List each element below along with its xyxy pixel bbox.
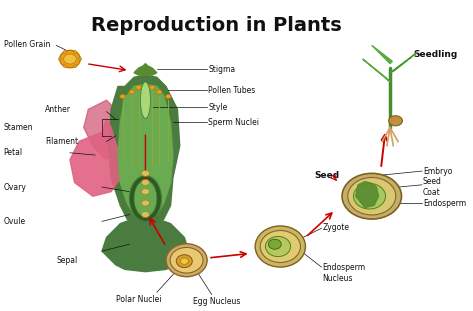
Text: Seed: Seed — [315, 171, 340, 180]
Polygon shape — [109, 75, 180, 228]
Polygon shape — [118, 84, 173, 217]
Text: Zygote: Zygote — [323, 223, 350, 232]
Polygon shape — [134, 64, 157, 75]
Text: Egg Nucleus: Egg Nucleus — [193, 297, 240, 306]
Text: Polar Nuclei: Polar Nuclei — [116, 295, 161, 304]
Ellipse shape — [60, 50, 80, 68]
Ellipse shape — [58, 58, 61, 60]
Text: Ovule: Ovule — [4, 217, 26, 226]
Text: Stigma: Stigma — [208, 65, 235, 74]
Ellipse shape — [136, 85, 141, 90]
Ellipse shape — [63, 54, 76, 64]
Ellipse shape — [129, 90, 134, 94]
Ellipse shape — [63, 51, 67, 53]
Ellipse shape — [130, 176, 161, 221]
Ellipse shape — [73, 65, 77, 67]
Ellipse shape — [166, 244, 207, 277]
Ellipse shape — [73, 51, 77, 53]
Text: Pollen Tubes: Pollen Tubes — [208, 86, 255, 95]
Text: Filament: Filament — [45, 137, 78, 146]
Polygon shape — [356, 182, 378, 208]
Text: Seed
Coat: Seed Coat — [423, 177, 442, 197]
Ellipse shape — [342, 173, 402, 219]
Ellipse shape — [180, 258, 188, 264]
Ellipse shape — [157, 90, 162, 94]
Ellipse shape — [120, 95, 125, 99]
Ellipse shape — [170, 248, 203, 273]
Ellipse shape — [141, 179, 149, 185]
Text: Pollen Grain: Pollen Grain — [4, 40, 50, 49]
Ellipse shape — [141, 200, 149, 206]
Ellipse shape — [265, 236, 290, 257]
Text: Endosperm: Endosperm — [423, 199, 466, 207]
Ellipse shape — [255, 226, 306, 267]
Polygon shape — [102, 215, 189, 272]
Text: Sepal: Sepal — [56, 256, 78, 265]
Ellipse shape — [149, 85, 155, 90]
Ellipse shape — [134, 180, 157, 217]
Text: Seedling: Seedling — [413, 50, 457, 59]
Text: Embryo: Embryo — [423, 167, 452, 176]
Polygon shape — [70, 118, 120, 196]
Ellipse shape — [176, 255, 193, 267]
Ellipse shape — [269, 239, 281, 249]
Ellipse shape — [79, 58, 82, 60]
Ellipse shape — [140, 82, 150, 118]
Polygon shape — [390, 52, 418, 73]
Polygon shape — [372, 45, 393, 64]
Ellipse shape — [353, 183, 385, 209]
Text: Ovary: Ovary — [4, 183, 26, 192]
Polygon shape — [84, 100, 120, 160]
Ellipse shape — [63, 65, 67, 67]
Text: Endosperm
Nucleus: Endosperm Nucleus — [323, 263, 366, 283]
Text: Petal: Petal — [4, 148, 23, 157]
Text: Style: Style — [208, 103, 228, 112]
Ellipse shape — [141, 211, 149, 217]
Text: Sperm Nuclei: Sperm Nuclei — [208, 118, 259, 127]
Text: Reproduction in Plants: Reproduction in Plants — [91, 16, 342, 35]
Ellipse shape — [166, 95, 171, 99]
Text: Anther: Anther — [45, 105, 71, 114]
Ellipse shape — [260, 230, 300, 262]
Ellipse shape — [141, 170, 149, 176]
Ellipse shape — [141, 189, 149, 195]
Ellipse shape — [389, 116, 403, 126]
Text: Stamen: Stamen — [4, 123, 33, 132]
Polygon shape — [363, 59, 390, 82]
Ellipse shape — [348, 178, 396, 215]
